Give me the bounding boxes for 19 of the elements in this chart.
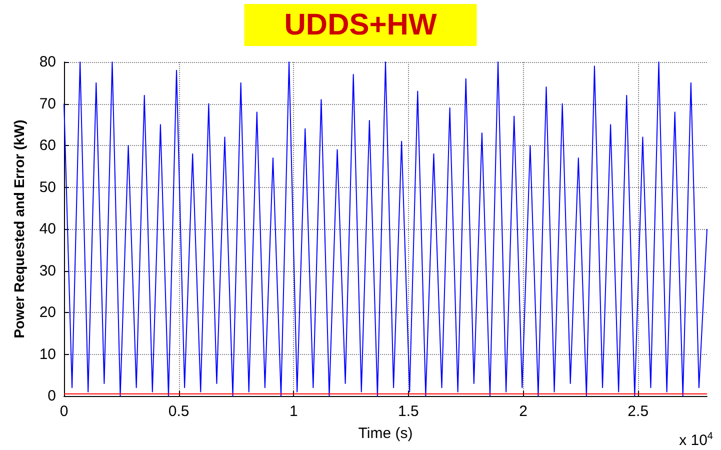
- y-tick-label: 30: [39, 262, 56, 280]
- y-tick-label: 50: [39, 178, 56, 196]
- line-series: [64, 62, 708, 396]
- x-axis-title: Time (s): [358, 425, 413, 442]
- y-tick-label: 10: [39, 346, 56, 363]
- x-tick-label: 1.5: [398, 403, 419, 420]
- x-tick-label: 1: [289, 403, 298, 420]
- y-tick-label: 40: [39, 220, 56, 238]
- y-tick-label: 0: [48, 388, 56, 404]
- x-tick-label: 2: [519, 403, 528, 420]
- x-tick-label: 0.5: [168, 403, 190, 420]
- y-tick-label: 70: [39, 95, 56, 112]
- y-tick-label: 80: [39, 54, 56, 70]
- y-tick-label: 60: [39, 137, 56, 154]
- y-tick-label: 20: [39, 304, 56, 321]
- x-tick-label: 0: [60, 403, 68, 420]
- y-axis-title: Power Requested and Error (kW): [11, 120, 27, 338]
- chart-title: UDDS+HW: [284, 8, 438, 42]
- x-tick-label: 2.5: [628, 403, 649, 420]
